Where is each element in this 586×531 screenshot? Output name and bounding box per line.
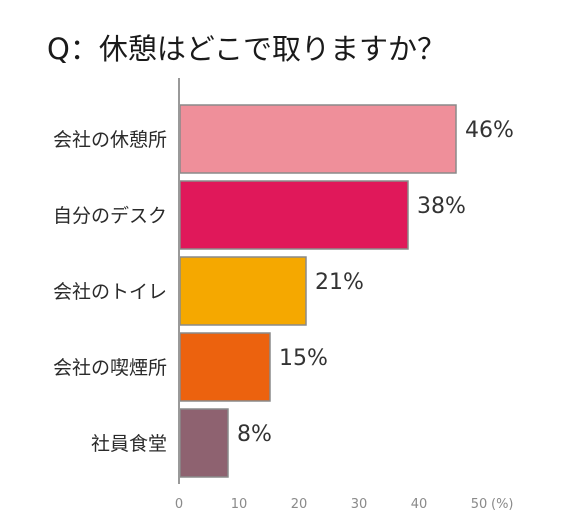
value-label-5: 8% bbox=[237, 422, 272, 447]
bar-4 bbox=[179, 332, 271, 402]
x-tick-label-10: 10 bbox=[231, 497, 248, 512]
bars-group bbox=[179, 104, 457, 478]
category-label-5: 社員食堂 bbox=[91, 433, 167, 455]
x-tick-label-20: 20 bbox=[291, 497, 308, 512]
x-tick-label-30: 30 bbox=[351, 497, 368, 512]
x-axis-unit-label: (%) bbox=[491, 497, 514, 512]
bar-1 bbox=[179, 104, 457, 174]
bar-3 bbox=[179, 256, 307, 326]
value-label-1: 46% bbox=[465, 118, 514, 143]
value-label-3: 21% bbox=[315, 270, 364, 295]
category-label-3: 会社のトイレ bbox=[53, 281, 167, 303]
value-label-2: 38% bbox=[417, 194, 466, 219]
chart-title: Q：休憩はどこで取りますか？ bbox=[47, 32, 446, 66]
x-tick-label-50: 50 bbox=[471, 497, 488, 512]
category-label-4: 会社の喫煙所 bbox=[53, 357, 167, 379]
bar-2 bbox=[179, 180, 409, 250]
x-tick-label-0: 0 bbox=[175, 497, 183, 512]
bar-5 bbox=[179, 408, 229, 478]
category-label-2: 自分のデスク bbox=[53, 205, 167, 227]
x-tick-label-40: 40 bbox=[411, 497, 428, 512]
category-label-1: 会社の休憩所 bbox=[53, 129, 167, 151]
value-label-4: 15% bbox=[279, 346, 328, 371]
x-axis-ticks: 0 10 20 30 40 50 bbox=[175, 497, 487, 512]
labels-group: 会社の休憩所 46% 自分のデスク 38% 会社のトイレ 21% 会社の喫煙所 15% 社員食堂… bbox=[53, 118, 514, 455]
